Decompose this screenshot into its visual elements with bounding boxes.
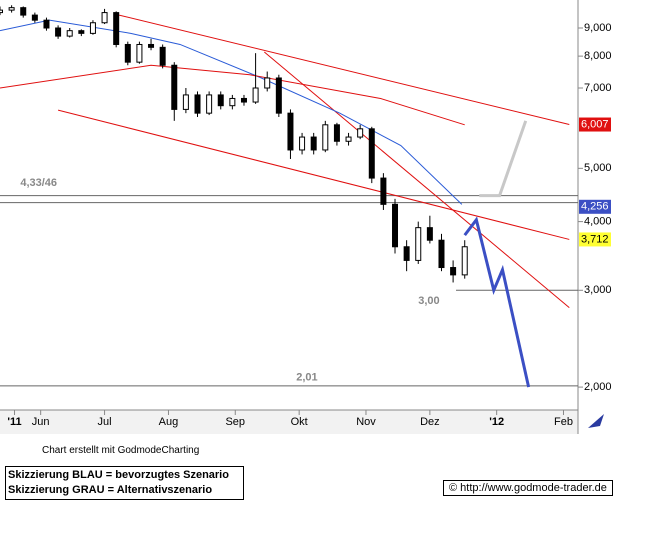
candle-body xyxy=(124,43,131,63)
candle-body xyxy=(450,267,457,276)
x-tick-label: Nov xyxy=(356,416,376,428)
candle-body xyxy=(206,94,213,114)
candle-body xyxy=(217,94,224,107)
candle-body xyxy=(78,30,85,34)
price-mark-box xyxy=(579,199,611,214)
level-label: 4,33/46 xyxy=(20,177,57,189)
candle-body xyxy=(275,77,282,114)
candle-body xyxy=(31,14,38,21)
legend-line: Skizzierung GRAU = Alternativszenario xyxy=(8,484,213,496)
candle-body xyxy=(333,124,340,142)
x-tick-label: Okt xyxy=(291,416,308,428)
trendline xyxy=(118,14,570,126)
candle-body xyxy=(322,124,329,151)
candle-body xyxy=(8,7,15,11)
candle-body xyxy=(113,12,120,45)
level-label: 3,00 xyxy=(418,295,439,307)
x-tick-label: Sep xyxy=(225,416,245,428)
candle-body xyxy=(252,87,259,103)
candle-body xyxy=(136,43,143,63)
candle-body xyxy=(240,97,247,103)
candle-body xyxy=(310,136,317,151)
price-mark-label: 4,256 xyxy=(581,201,609,213)
y-tick-label: 3,000 xyxy=(584,284,612,296)
y-tick-label: 8,000 xyxy=(584,50,612,62)
x-tick-label: Dez xyxy=(420,416,440,428)
price-mark-label: 6,007 xyxy=(581,118,609,130)
y-tick-label: 9,000 xyxy=(584,22,612,34)
y-tick-label: 4,000 xyxy=(584,216,612,228)
x-tick-label: Aug xyxy=(159,416,179,428)
candle-body xyxy=(345,136,352,142)
x-tick-label: Jun xyxy=(32,416,50,428)
candle-body xyxy=(357,128,364,138)
candle-body xyxy=(66,30,73,37)
candle-body xyxy=(101,12,108,24)
y-tick-label: 2,000 xyxy=(584,381,612,393)
copyright: © http://www.godmode-trader.de xyxy=(443,480,613,496)
legend-line: Skizzierung BLAU = bevorzugtes Szenario xyxy=(8,469,229,481)
credit: Chart erstellt mit GodmodeCharting xyxy=(42,445,200,456)
candle-body xyxy=(426,227,433,241)
candle-body xyxy=(194,94,201,114)
candle-body xyxy=(403,246,410,261)
candle-body xyxy=(55,27,62,37)
candle-body xyxy=(287,112,294,151)
moving-average xyxy=(0,64,465,126)
candle-body xyxy=(148,43,155,48)
y-tick-label: 5,000 xyxy=(584,162,612,174)
x-tick-label: Feb xyxy=(554,416,573,428)
candle-body xyxy=(438,239,445,269)
candle-body xyxy=(392,203,399,248)
x-tick-label: '11 xyxy=(7,416,21,428)
candle-body xyxy=(43,19,50,29)
price-mark-label: 3,712 xyxy=(581,233,609,245)
candle-body xyxy=(20,7,27,16)
x-tick-label: '12 xyxy=(489,416,504,428)
candle-body xyxy=(368,128,375,179)
legend-box: Skizzierung BLAU = bevorzugtes Szenario … xyxy=(5,466,244,500)
candle-body xyxy=(159,46,166,66)
candle-body xyxy=(171,64,178,110)
candle-body xyxy=(0,9,3,14)
candle-body xyxy=(182,94,189,110)
x-axis-band xyxy=(0,410,578,434)
scenario-path xyxy=(479,120,528,198)
trendline xyxy=(57,109,570,240)
price-mark-box xyxy=(579,117,611,132)
candle-body xyxy=(264,77,271,89)
candle-body xyxy=(89,22,96,34)
candle-body xyxy=(461,246,468,276)
chart: 9,000 8,000 7,000 5,000 4,000 3,000 2,000 '11 Ju… xyxy=(0,0,612,434)
x-tick-label: Jul xyxy=(98,416,112,428)
candle-body xyxy=(380,177,387,205)
trendline xyxy=(263,51,570,308)
level-label: 2,01 xyxy=(296,372,317,384)
candle-body xyxy=(299,136,306,151)
candle-body xyxy=(415,227,422,261)
scenario-path xyxy=(463,216,531,388)
y-tick-label: 7,000 xyxy=(584,82,612,94)
moving-average xyxy=(0,19,463,205)
logo-icon xyxy=(588,414,604,428)
candle-body xyxy=(229,97,236,107)
price-mark-box xyxy=(579,232,611,247)
